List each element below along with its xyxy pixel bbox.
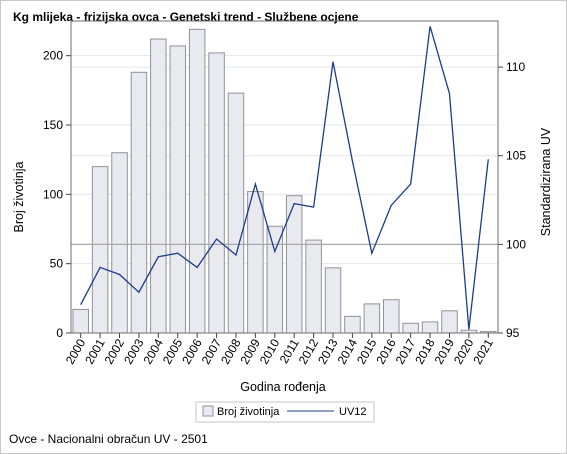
y2-tick-label: 95 xyxy=(506,326,520,340)
bar xyxy=(247,191,264,334)
y2-tick-label: 105 xyxy=(506,149,526,163)
bar xyxy=(382,299,400,334)
bar xyxy=(344,315,361,334)
plot-area xyxy=(70,20,499,334)
bar xyxy=(324,267,342,334)
x-tick-label: 2021 xyxy=(470,336,496,366)
legend-frame xyxy=(195,401,375,423)
bar xyxy=(169,45,187,334)
bar xyxy=(227,92,245,334)
x-tick-label: 2010 xyxy=(257,336,283,366)
bar xyxy=(441,310,458,334)
legend-bar-swatch xyxy=(202,405,214,417)
right-axis: 95 100 105 110 xyxy=(498,60,526,340)
y-tick-label: 0 xyxy=(56,326,63,340)
bar-series xyxy=(72,28,497,334)
bar xyxy=(402,322,419,334)
bar xyxy=(130,71,148,334)
bar xyxy=(91,166,109,334)
legend-bar-label: Broj životinja xyxy=(217,406,280,418)
bar xyxy=(150,38,167,334)
bar xyxy=(188,28,206,334)
y-tick-label: 100 xyxy=(43,187,63,201)
uv12-line xyxy=(80,26,489,330)
legend-line-label: UV12 xyxy=(339,406,367,418)
bar xyxy=(305,239,322,334)
bar xyxy=(363,303,381,334)
y-tick-label: 200 xyxy=(43,49,63,63)
y-tick-label: 50 xyxy=(50,257,64,271)
left-axis: 0 50 100 150 200 xyxy=(43,49,71,340)
footnote: Ovce - Nacionalni obračun UV - 2501 xyxy=(9,432,208,446)
x-axis-title: Godina rođenja xyxy=(240,380,326,394)
y-axis-title: Broj životinja xyxy=(12,162,26,233)
x-axis: 2000200120022003200420052006200720082009… xyxy=(63,333,496,367)
y-tick-label: 150 xyxy=(43,118,63,132)
y2-axis-title: Standardizirana UV xyxy=(539,127,553,236)
y2-tick-label: 110 xyxy=(506,60,525,74)
gridlines xyxy=(71,55,498,265)
y2-tick-label: 100 xyxy=(506,237,526,251)
bar xyxy=(421,321,439,334)
bar xyxy=(111,152,128,334)
bar xyxy=(72,308,89,334)
bar xyxy=(208,52,225,334)
legend: Broj životinja UV12 xyxy=(195,401,375,423)
bar xyxy=(266,225,284,334)
